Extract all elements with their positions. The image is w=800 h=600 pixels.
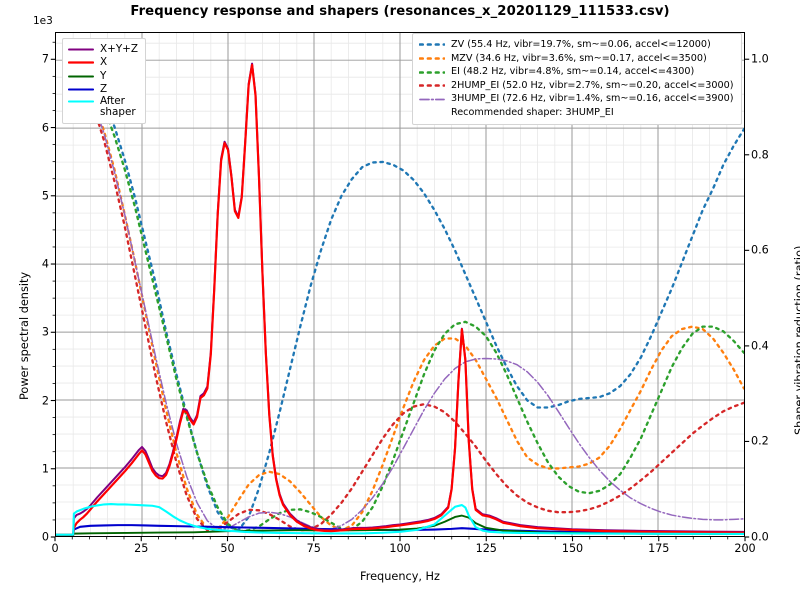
legend-label: X+Y+Z xyxy=(100,43,138,55)
legend-item-psd-3: Z xyxy=(68,83,138,96)
legend-label: 3HUMP_EI (72.6 Hz, vibr=1.4%, sm~=0.16, … xyxy=(451,93,734,105)
legend-swatch-icon xyxy=(419,67,445,78)
recommended-shaper-text: Recommended shaper: 3HUMP_EI xyxy=(451,107,614,119)
legend-label: After shaper xyxy=(100,95,136,119)
x-tick-label: 75 xyxy=(306,542,321,555)
y-tick-label-right: 0.0 xyxy=(751,530,769,544)
y-tick-label-left: 1 xyxy=(41,462,49,476)
legend-swatch-icon xyxy=(68,71,94,82)
psd-curve-1 xyxy=(56,63,744,536)
legend-shapers: ZV (55.4 Hz, vibr=19.7%, sm~=0.06, accel… xyxy=(412,33,742,125)
y-tick-label-left: 5 xyxy=(41,189,49,203)
y-tick-label-left: 6 xyxy=(41,121,49,135)
y-tick-label-right: 0.6 xyxy=(751,243,769,257)
y-tick-label-right: 1.0 xyxy=(751,52,769,66)
y-tick-label-right: 0.2 xyxy=(751,434,769,448)
y-tick-label-left: 7 xyxy=(41,52,49,66)
x-tick-label: 175 xyxy=(648,542,670,555)
x-tick-label: 200 xyxy=(734,542,756,555)
legend-swatch-icon xyxy=(419,80,445,91)
x-axis-label: Frequency, Hz xyxy=(360,570,440,583)
shaper-curve-3 xyxy=(72,63,744,532)
psd-curve-4 xyxy=(56,503,744,536)
legend-swatch-icon xyxy=(419,39,445,50)
legend-swatch-icon xyxy=(68,84,94,95)
legend-item-shaper-3: 2HUMP_EI (52.0 Hz, vibr=2.7%, sm~=0.20, … xyxy=(419,79,734,93)
legend-item-shaper-2: EI (48.2 Hz, vibr=4.8%, sm~=0.14, accel<… xyxy=(419,65,734,79)
legend-label: MZV (34.6 Hz, vibr=3.6%, sm~=0.17, accel… xyxy=(451,52,707,64)
legend-psd: X+Y+Z X Y Z After shaper xyxy=(62,38,146,124)
legend-item-shaper-4: 3HUMP_EI (72.6 Hz, vibr=1.4%, sm~=0.16, … xyxy=(419,92,734,106)
legend-item-psd-4: After shaper xyxy=(68,96,138,118)
legend-item-shaper-0: ZV (55.4 Hz, vibr=19.7%, sm~=0.06, accel… xyxy=(419,38,734,52)
y-tick-label-left: 0 xyxy=(41,530,49,544)
legend-swatch-icon xyxy=(68,96,94,107)
legend-swatch-icon xyxy=(419,94,445,105)
x-tick-label: 0 xyxy=(51,542,59,555)
plot-canvas xyxy=(56,33,744,536)
legend-swatch-icon xyxy=(68,44,94,55)
legend-label: EI (48.2 Hz, vibr=4.8%, sm~=0.14, accel<… xyxy=(451,66,695,78)
x-tick-label: 150 xyxy=(561,542,584,555)
legend-label: X xyxy=(100,56,108,69)
legend-label: Y xyxy=(100,69,107,82)
legend-item-psd-2: Y xyxy=(68,70,138,83)
y-tick-label-left: 2 xyxy=(41,394,49,407)
x-tick-label: 50 xyxy=(220,542,235,555)
y-tick-label-right: 0.4 xyxy=(751,339,769,353)
shaper-curve-4 xyxy=(72,61,744,531)
legend-swatch-icon xyxy=(419,53,445,64)
legend-item-psd-0: X+Y+Z xyxy=(68,43,138,56)
chart-title: Frequency response and shapers (resonanc… xyxy=(130,4,670,19)
y-axis-label-right: Shaper vibration reduction (ratio) xyxy=(793,245,800,435)
shaper-curve-0 xyxy=(72,58,744,532)
y-axis-offset-label: 1e3 xyxy=(33,15,53,27)
x-tick-label: 25 xyxy=(134,542,149,555)
y-tick-label-right: 0.8 xyxy=(751,148,769,162)
legend-item-shaper-1: MZV (34.6 Hz, vibr=3.6%, sm~=0.17, accel… xyxy=(419,52,734,66)
legend-label: 2HUMP_EI (52.0 Hz, vibr=2.7%, sm~=0.20, … xyxy=(451,79,734,91)
y-tick-label-left: 4 xyxy=(41,257,49,271)
y-axis-label-left: Power spectral density xyxy=(18,271,31,400)
x-tick-label: 100 xyxy=(389,542,411,555)
y-tick-label-left: 3 xyxy=(41,325,49,339)
legend-label: ZV (55.4 Hz, vibr=19.7%, sm~=0.06, accel… xyxy=(451,39,711,50)
legend-item-psd-1: X xyxy=(68,56,138,69)
shaper-curve-1 xyxy=(72,61,744,532)
shaper-curves xyxy=(72,58,744,533)
psd-curves xyxy=(56,62,744,536)
legend-swatch-icon xyxy=(68,57,94,68)
shaper-curve-2 xyxy=(72,58,744,533)
x-tick-label: 125 xyxy=(475,542,497,555)
legend-label: Z xyxy=(100,82,108,95)
